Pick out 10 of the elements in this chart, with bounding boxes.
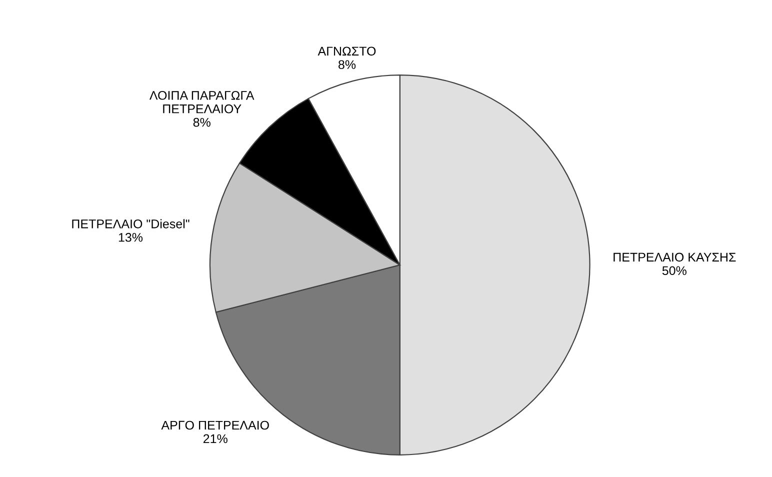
data-label: 13% [118,232,143,242]
slice-label: ΠΕΤΡΕΛΑΙΟ ΚΑΥΣΗΣ [614,252,736,262]
data-label: 8% [193,118,210,127]
data-label: 8% [338,60,356,70]
slice-label: ΑΓΝΩΣΤΟ [318,46,376,56]
slice-label: ΠΕΤΡΕΛΑΙΟ "Diesel" [72,219,190,228]
data-label: 21% [203,434,228,444]
slice-label: ΑΡΓΟ ΠΕΤΡΕΛΑΙΟ [161,420,269,430]
slice-label: ΛΟΙΠΑ ΠΑΡΑΓΩΓΑ ΠΕΤΡΕΛΑΙΟΥ [149,90,254,114]
data-label: 50% [662,266,686,276]
